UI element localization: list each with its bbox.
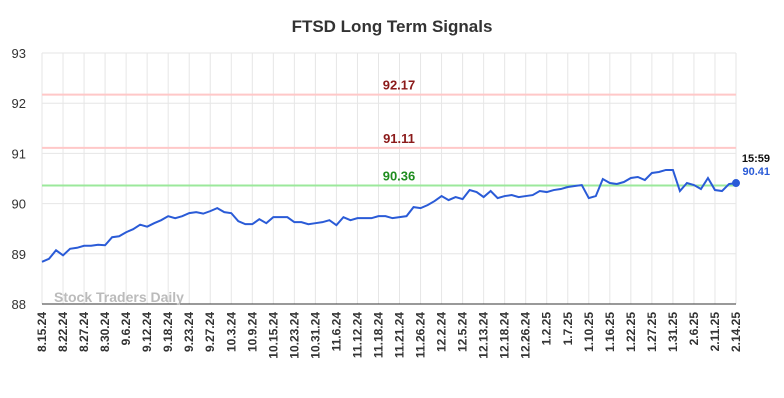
watermark: Stock Traders Daily	[54, 289, 184, 305]
y-tick-label: 90	[12, 197, 26, 212]
chart-title: FTSD Long Term Signals	[292, 17, 493, 36]
x-tick-label: 8.30.24	[98, 312, 112, 352]
x-tick-label: 1.31.25	[666, 312, 680, 352]
x-tick-label: 11.6.24	[329, 312, 343, 352]
x-tick-label: 1.7.25	[561, 312, 575, 346]
y-tick-label: 93	[12, 46, 26, 61]
x-tick-label: 11.21.24	[393, 312, 407, 358]
x-tick-label: 10.15.24	[266, 312, 280, 359]
x-tick-label: 12.13.24	[477, 312, 491, 359]
x-tick-label: 11.26.24	[414, 312, 428, 358]
x-tick-label: 12.2.24	[435, 312, 449, 352]
reference-label: 91.11	[383, 131, 415, 146]
x-tick-label: 10.31.24	[308, 312, 322, 359]
x-tick-label: 12.18.24	[498, 312, 512, 359]
x-tick-label: 8.22.24	[56, 312, 70, 352]
x-tick-label: 8.27.24	[77, 312, 91, 352]
x-tick-label: 10.3.24	[224, 312, 238, 352]
x-tick-label: 12.26.24	[519, 312, 533, 359]
price-line	[41, 168, 737, 263]
x-tick-label: 10.23.24	[287, 312, 301, 359]
last-point	[732, 179, 740, 188]
reference-label: 90.36	[383, 169, 416, 184]
x-tick-label: 8.15.24	[35, 312, 49, 352]
x-tick-label: 9.6.24	[119, 312, 133, 346]
x-tick-label: 11.18.24	[371, 312, 385, 358]
last-value: 90.41	[742, 166, 770, 178]
y-tick-label: 92	[12, 96, 26, 111]
x-tick-label: 1.10.25	[582, 312, 596, 352]
x-tick-label: 9.27.24	[203, 312, 217, 352]
x-tick-label: 1.22.25	[624, 312, 638, 352]
y-tick-label: 89	[12, 247, 26, 262]
y-tick-label: 91	[12, 146, 26, 161]
y-tick-label: 88	[12, 297, 26, 312]
x-tick-label: 2.14.25	[729, 312, 743, 352]
x-tick-label: 11.12.24	[350, 312, 364, 358]
x-tick-label: 2.6.25	[687, 312, 701, 346]
x-tick-label: 12.5.24	[456, 312, 470, 352]
x-tick-label: 2.11.25	[708, 312, 722, 352]
x-tick-label: 9.12.24	[140, 312, 154, 352]
x-tick-label: 9.18.24	[161, 312, 175, 352]
x-tick-label: 1.2.25	[540, 312, 554, 346]
x-tick-label: 9.23.24	[182, 312, 196, 352]
x-tick-label: 1.27.25	[645, 312, 659, 352]
last-time: 15:59	[742, 153, 770, 165]
reference-label: 92.17	[383, 78, 416, 93]
x-tick-label: 10.9.24	[245, 312, 259, 352]
x-tick-label: 1.16.25	[603, 312, 617, 352]
